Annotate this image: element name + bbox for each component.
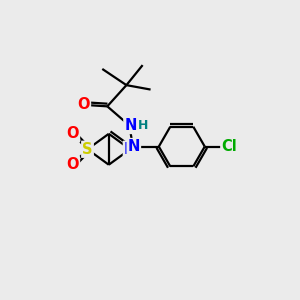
Text: S: S	[82, 142, 93, 157]
Text: N: N	[128, 139, 140, 154]
Text: O: O	[67, 157, 79, 172]
Text: H: H	[138, 119, 148, 132]
Text: Cl: Cl	[221, 139, 237, 154]
Text: N: N	[124, 118, 137, 133]
Text: O: O	[67, 127, 79, 142]
Text: O: O	[77, 98, 90, 112]
Text: N: N	[124, 142, 136, 157]
